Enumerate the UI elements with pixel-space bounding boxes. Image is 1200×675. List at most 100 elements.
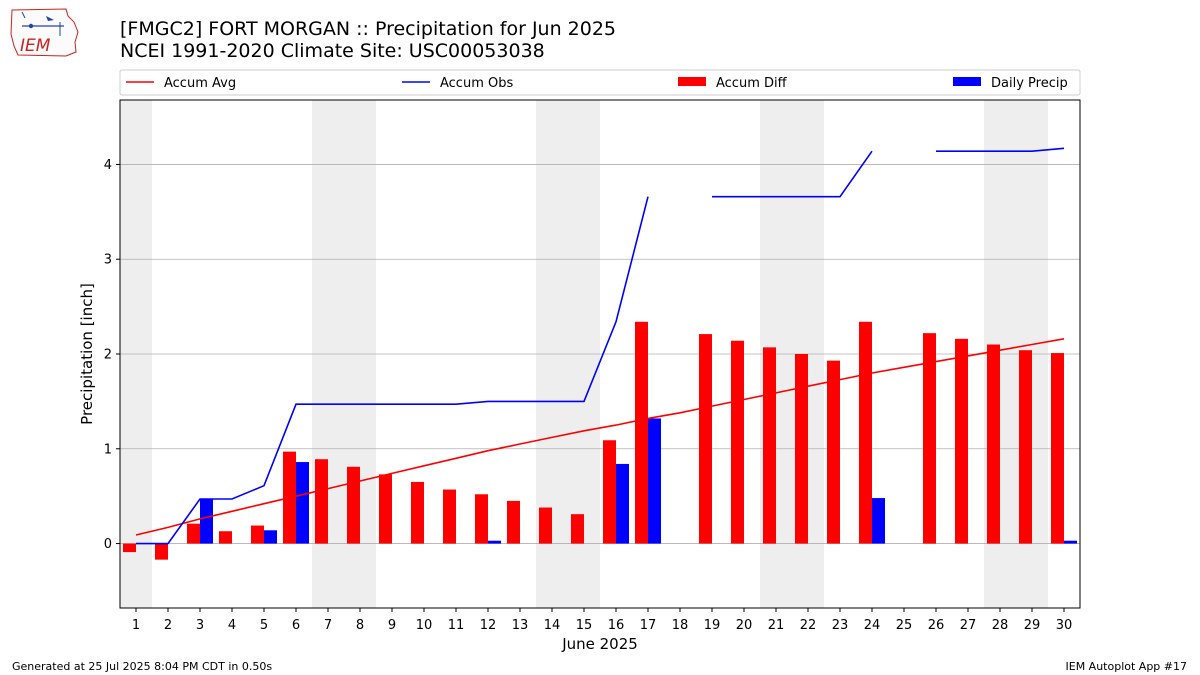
x-tick-label: 21 — [768, 618, 785, 633]
accum-diff-bar — [923, 333, 936, 544]
legend-swatch-bar — [953, 77, 981, 86]
accum-diff-bar — [411, 481, 424, 544]
weekend-band — [984, 100, 1016, 608]
daily-precip-bar — [616, 463, 629, 544]
accum-diff-bar — [475, 494, 488, 544]
weekend-band — [792, 100, 824, 608]
x-tick-label: 30 — [1056, 618, 1073, 633]
x-tick-label: 15 — [576, 618, 593, 633]
daily-precip-bar — [488, 540, 501, 544]
accum-diff-bar — [1051, 353, 1064, 544]
daily-precip-bar — [264, 530, 277, 544]
accum-diff-bar — [155, 543, 168, 560]
accum-obs-line — [936, 147, 1065, 152]
accum-diff-bar — [507, 500, 520, 544]
weekend-band — [760, 100, 792, 608]
x-tick-label: 12 — [480, 618, 497, 633]
y-tick-label: 3 — [104, 253, 112, 268]
x-tick-label: 22 — [800, 618, 817, 633]
weekend-band — [536, 100, 568, 608]
accum-diff-bar — [987, 344, 1000, 544]
x-tick-label: 24 — [864, 618, 881, 633]
x-tick-label: 20 — [736, 618, 753, 633]
accum-diff-bar — [123, 543, 136, 553]
x-tick-label: 14 — [544, 618, 561, 633]
accum-diff-bar — [315, 459, 328, 544]
y-axis-label: Precipitation [inch] — [78, 283, 96, 425]
accum-diff-bar — [731, 340, 744, 544]
x-tick-label: 5 — [260, 618, 268, 633]
y-tick-label: 2 — [104, 348, 112, 363]
accum-obs-line — [712, 150, 873, 198]
x-tick-label: 23 — [832, 618, 849, 633]
daily-precip-bar — [296, 462, 309, 544]
weekend-band — [568, 100, 600, 608]
daily-precip-bar — [200, 499, 213, 544]
weekend-band — [1016, 100, 1048, 608]
x-tick-label: 9 — [388, 618, 396, 633]
x-tick-label: 26 — [928, 618, 945, 633]
accum-diff-bar — [635, 321, 648, 544]
x-tick-label: 28 — [992, 618, 1009, 633]
x-tick-label: 7 — [324, 618, 332, 633]
accum-diff-bar — [603, 440, 616, 544]
daily-precip-bar — [1064, 540, 1077, 544]
accum-diff-bar — [539, 507, 552, 544]
legend-label: Daily Precip — [991, 76, 1068, 91]
x-tick-label: 18 — [672, 618, 689, 633]
legend-label: Accum Diff — [716, 76, 788, 91]
accum-diff-bar — [827, 360, 840, 544]
generated-timestamp: Generated at 25 Jul 2025 8:04 PM CDT in … — [12, 660, 273, 673]
daily-precip-bar — [648, 418, 661, 544]
accum-avg-line — [135, 338, 1065, 536]
x-tick-label: 13 — [512, 618, 529, 633]
accum-diff-bar — [795, 354, 808, 544]
accum-diff-bar — [379, 474, 392, 544]
accum-diff-bar — [763, 347, 776, 544]
accum-diff-bar — [219, 531, 232, 544]
x-tick-label: 19 — [704, 618, 721, 633]
weekend-band — [120, 100, 152, 608]
legend-label: Accum Avg — [164, 76, 236, 91]
x-tick-label: 2 — [164, 618, 172, 633]
x-tick-label: 6 — [292, 618, 300, 633]
x-tick-label: 10 — [416, 618, 433, 633]
weekend-band — [312, 100, 344, 608]
daily-precip-bar — [872, 498, 885, 544]
accum-diff-bar — [699, 334, 712, 544]
x-tick-label: 27 — [960, 618, 977, 633]
accum-diff-bar — [571, 514, 584, 544]
x-tick-label: 16 — [608, 618, 625, 633]
accum-diff-bar — [187, 523, 200, 544]
x-tick-label: 29 — [1024, 618, 1041, 633]
logo-text: IEM — [20, 36, 51, 56]
accum-diff-bar — [1019, 350, 1032, 544]
x-tick-label: 11 — [448, 618, 465, 633]
accum-diff-bar — [283, 451, 296, 544]
x-tick-label: 1 — [132, 618, 140, 633]
legend-swatch-bar — [678, 77, 706, 86]
chart-title: [FMGC2] FORT MORGAN :: Precipitation for… — [120, 18, 617, 40]
accum-diff-bar — [347, 466, 360, 544]
accum-diff-bar — [955, 338, 968, 544]
x-tick-label: 25 — [896, 618, 913, 633]
x-tick-label: 8 — [356, 618, 364, 633]
chart-legend: Accum Avg Accum Obs Accum Diff Daily Precip — [119, 69, 1081, 96]
iem-logo: IEM — [8, 6, 82, 60]
x-axis-label: June 2025 — [561, 635, 638, 653]
accum-diff-bar — [251, 525, 264, 544]
accum-diff-bar — [859, 321, 872, 544]
x-tick-label: 4 — [228, 618, 236, 633]
plot-frame — [119, 99, 1081, 609]
weekend-band — [344, 100, 376, 608]
x-tick-label: 17 — [640, 618, 657, 633]
accum-obs-line — [136, 196, 649, 545]
legend-frame — [119, 69, 1081, 96]
app-label: IEM Autoplot App #17 — [1065, 660, 1188, 673]
y-tick-label: 1 — [104, 442, 112, 457]
y-tick-label: 0 — [104, 537, 112, 552]
accum-diff-bar — [443, 489, 456, 544]
x-tick-label: 3 — [196, 618, 204, 633]
y-tick-label: 4 — [104, 158, 112, 173]
